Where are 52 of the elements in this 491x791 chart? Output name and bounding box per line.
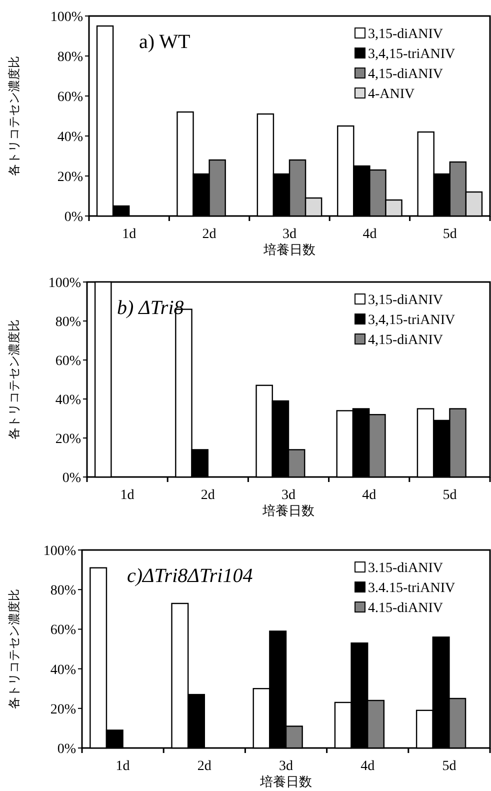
x-tick-label: 4d	[362, 227, 377, 242]
legend-label: 4,15-diANIV	[368, 67, 444, 82]
x-tick-label: 4d	[362, 488, 376, 503]
y-tick-label: 60%	[55, 354, 82, 369]
y-tick-label: 20%	[55, 432, 82, 447]
y-tick-label: 40%	[50, 662, 76, 678]
legend-label: 4,15-diANIV	[368, 333, 444, 348]
legend-label: 4-ANIV	[368, 87, 415, 102]
legend-label: 3.15-diANIV	[368, 561, 444, 576]
y-axis-title: 各トリコテセン濃度比	[7, 589, 21, 709]
y-tick-label: 80%	[57, 50, 84, 65]
y-tick-label: 20%	[50, 702, 76, 718]
y-tick-label: 0%	[57, 742, 76, 757]
x-tick-label: 4d	[360, 759, 375, 774]
legend-label: 3,15-diANIV	[368, 27, 444, 42]
legend-label: 3.4.15-triANIV	[368, 581, 456, 596]
y-axis-title: 各トリコテセン濃度比	[7, 320, 21, 440]
text: b) ΔTri8	[117, 297, 184, 319]
x-axis-title: 培養日数	[262, 242, 316, 257]
y-tick-label: 0%	[64, 210, 84, 225]
y-tick-label: 80%	[55, 315, 82, 330]
x-tick-label: 5d	[442, 759, 456, 774]
legend-label: 3,15-diANIV	[368, 293, 444, 308]
x-tick-label: 5d	[442, 227, 457, 242]
x-axis-title: 培養日数	[262, 503, 314, 518]
y-tick-label: 100%	[48, 276, 82, 291]
x-tick-label: 2d	[202, 227, 216, 242]
x-tick-label: 2d	[197, 759, 212, 774]
y-tick-label: 100%	[50, 10, 84, 25]
y-tick-label: 100%	[43, 544, 76, 559]
x-tick-label: 3d	[282, 488, 296, 503]
y-tick-label: 60%	[57, 90, 84, 105]
legend-label: 4.15-diANIV	[368, 601, 444, 616]
y-tick-label: 20%	[57, 170, 84, 185]
x-tick-label: 3d	[279, 759, 293, 774]
y-axis-title: 各トリコテセン濃度比	[7, 56, 21, 176]
x-tick-label: 1d	[120, 488, 134, 503]
legend-label: 3,4,15-triANIV	[368, 313, 456, 328]
y-tick-label: 40%	[57, 130, 84, 145]
x-tick-label: 2d	[200, 488, 215, 503]
text: c)ΔTri8ΔTri104	[127, 565, 253, 587]
x-tick-label: 1d	[122, 227, 136, 242]
y-tick-label: 40%	[55, 393, 82, 408]
text: a) WT	[139, 31, 190, 53]
x-tick-label: 1d	[116, 759, 130, 774]
y-tick-label: 0%	[62, 471, 82, 486]
y-tick-label: 80%	[50, 584, 76, 599]
legend-label: 3,4,15-triANIV	[368, 47, 456, 62]
y-tick-label: 60%	[50, 623, 76, 638]
x-axis-title: 培養日数	[259, 774, 312, 789]
x-tick-label: 3d	[282, 227, 296, 242]
x-tick-label: 5d	[442, 488, 457, 503]
